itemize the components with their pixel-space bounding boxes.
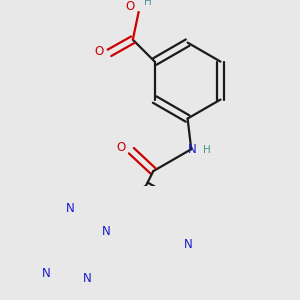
Text: H: H	[203, 145, 211, 155]
Text: N: N	[66, 202, 75, 215]
Text: N: N	[102, 225, 111, 239]
Text: O: O	[116, 140, 126, 154]
Text: H: H	[143, 0, 151, 7]
Text: O: O	[94, 45, 104, 58]
Text: N: N	[42, 267, 51, 280]
Text: N: N	[188, 143, 197, 157]
Text: O: O	[125, 0, 134, 13]
Text: N: N	[184, 238, 193, 251]
Text: N: N	[83, 272, 92, 285]
